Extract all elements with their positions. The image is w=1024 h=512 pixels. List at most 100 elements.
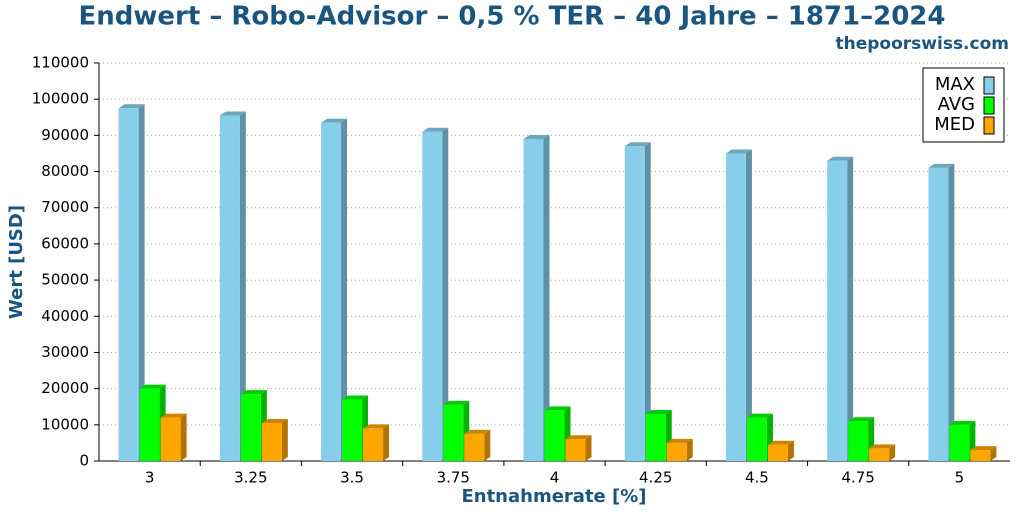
bar-front xyxy=(767,444,788,461)
y-tick-label: 70000 xyxy=(41,198,89,216)
bar-front xyxy=(321,122,342,461)
bar-front xyxy=(118,108,139,462)
bar-front xyxy=(422,131,443,461)
x-tick-label: 4.5 xyxy=(745,469,769,487)
bar-side xyxy=(847,156,854,461)
bar-front xyxy=(240,394,261,461)
bar-top xyxy=(422,127,449,132)
y-tick-label: 20000 xyxy=(41,379,89,397)
x-tick-label: 4 xyxy=(550,469,560,487)
x-tick-label: 3.5 xyxy=(340,469,364,487)
bar-top xyxy=(624,142,651,147)
bar-side xyxy=(543,134,550,461)
x-tick-label: 3.25 xyxy=(234,469,267,487)
bar xyxy=(261,419,288,461)
y-axis-label: Wert [USD] xyxy=(6,205,27,319)
bar xyxy=(928,163,955,461)
legend-label: MAX xyxy=(935,74,975,95)
bar-top xyxy=(666,438,693,443)
bar-top xyxy=(970,446,997,451)
bar-front xyxy=(139,388,160,461)
bar xyxy=(725,149,752,462)
bar-side xyxy=(644,142,651,461)
bar xyxy=(869,444,896,461)
bar-side xyxy=(341,118,348,461)
bar-side xyxy=(948,163,955,461)
bar xyxy=(321,118,348,461)
bar xyxy=(422,127,449,461)
bar-top xyxy=(464,429,491,434)
x-tick-label: 3 xyxy=(145,469,155,487)
bar-front xyxy=(624,146,645,461)
bar-front xyxy=(464,433,485,461)
bar xyxy=(666,438,693,461)
x-tick-label: 4.25 xyxy=(639,469,672,487)
bar-top xyxy=(767,440,794,445)
x-tick-label: 3.75 xyxy=(437,469,470,487)
bar-front xyxy=(261,423,282,461)
bar-top xyxy=(544,406,571,411)
bar-front xyxy=(949,424,970,461)
bar-top xyxy=(949,420,976,425)
bar xyxy=(464,429,491,461)
bar-front xyxy=(363,428,384,461)
y-tick-label: 60000 xyxy=(41,234,89,252)
legend-label: AVG xyxy=(938,94,975,115)
bar-front xyxy=(827,160,848,461)
chart-title: Endwert – Robo-Advisor – 0,5 % TER – 40 … xyxy=(79,2,946,32)
bar-side xyxy=(138,104,145,462)
bar-top xyxy=(725,149,752,154)
bar-top xyxy=(827,156,854,161)
bar-top xyxy=(565,435,592,440)
legend-label: MED xyxy=(934,114,975,135)
bar-front xyxy=(928,167,949,461)
bar-side xyxy=(239,111,246,462)
bar xyxy=(219,111,246,462)
bar-top xyxy=(523,134,550,139)
bar-top xyxy=(443,400,470,405)
y-tick-label: 0 xyxy=(79,452,89,470)
bar-top xyxy=(219,111,246,116)
bar-top xyxy=(261,419,288,424)
y-tick-label: 50000 xyxy=(41,271,89,289)
y-tick-label: 40000 xyxy=(41,307,89,325)
bar-top xyxy=(869,444,896,449)
x-axis-label: Entnahmerate [%] xyxy=(461,486,646,507)
chart-subtitle: thepoorswiss.com xyxy=(836,34,1010,54)
bar-front xyxy=(645,413,666,461)
y-tick-label: 10000 xyxy=(41,415,89,433)
bar-front xyxy=(565,439,586,461)
bar xyxy=(118,104,145,462)
bar-top xyxy=(928,163,955,168)
bar-side xyxy=(889,444,896,461)
bar-front xyxy=(848,421,869,461)
bar-front xyxy=(523,138,544,461)
bar-front xyxy=(970,450,991,461)
bar-top xyxy=(645,409,672,414)
bar-front xyxy=(342,399,363,461)
bar-side xyxy=(990,446,997,461)
bar-side xyxy=(745,149,752,462)
bar xyxy=(970,446,997,461)
bar xyxy=(565,435,592,461)
bar-top xyxy=(363,424,390,429)
bar-front xyxy=(725,153,746,462)
bar xyxy=(160,413,187,461)
y-tick-label: 110000 xyxy=(32,54,89,72)
bar-front xyxy=(666,442,687,461)
y-tick-label: 30000 xyxy=(41,343,89,361)
bar-front xyxy=(219,115,240,462)
bar-side xyxy=(787,440,794,461)
y-tick-label: 90000 xyxy=(41,126,89,144)
bar xyxy=(523,134,550,461)
bar-top xyxy=(342,395,369,400)
y-tick-label: 80000 xyxy=(41,162,89,180)
bar-side xyxy=(484,429,491,461)
legend-swatch xyxy=(983,76,995,95)
bar-side xyxy=(442,127,449,461)
bar-top xyxy=(118,104,145,109)
bar-top xyxy=(848,417,875,422)
bar-front xyxy=(160,417,181,461)
legend-swatch xyxy=(983,116,995,135)
